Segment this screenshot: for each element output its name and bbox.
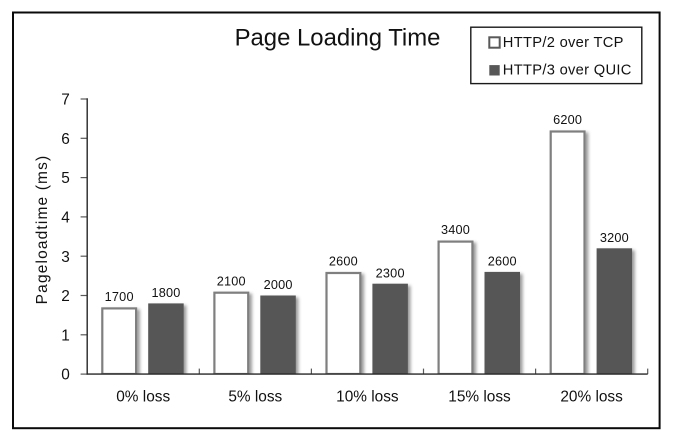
- svg-text:20% loss: 20% loss: [560, 388, 623, 405]
- svg-text:15% loss: 15% loss: [448, 388, 511, 405]
- svg-text:5: 5: [61, 170, 70, 187]
- svg-text:2100: 2100: [217, 274, 246, 288]
- svg-text:3400: 3400: [441, 223, 470, 237]
- svg-text:Pageloadtime (ms): Pageloadtime (ms): [34, 155, 51, 305]
- svg-text:6200: 6200: [553, 113, 582, 127]
- svg-text:1: 1: [61, 327, 70, 344]
- svg-text:HTTP/2 over TCP: HTTP/2 over TCP: [503, 35, 624, 51]
- svg-text:4: 4: [61, 210, 70, 227]
- svg-text:1800: 1800: [151, 286, 180, 300]
- svg-text:2600: 2600: [488, 255, 517, 269]
- svg-text:2300: 2300: [376, 266, 405, 280]
- svg-text:0: 0: [61, 367, 70, 384]
- svg-text:0% loss: 0% loss: [116, 388, 170, 405]
- svg-text:HTTP/3 over QUIC: HTTP/3 over QUIC: [503, 63, 632, 79]
- svg-text:7: 7: [61, 92, 70, 109]
- svg-text:Page Loading Time: Page Loading Time: [235, 24, 441, 51]
- svg-text:2: 2: [61, 288, 70, 305]
- svg-text:10% loss: 10% loss: [336, 388, 399, 405]
- svg-text:6: 6: [61, 131, 70, 148]
- svg-text:5% loss: 5% loss: [228, 388, 282, 405]
- svg-text:3200: 3200: [600, 231, 629, 245]
- svg-text:1700: 1700: [105, 290, 134, 304]
- svg-text:2000: 2000: [264, 278, 293, 292]
- svg-text:2600: 2600: [329, 255, 358, 269]
- svg-text:3: 3: [61, 249, 70, 266]
